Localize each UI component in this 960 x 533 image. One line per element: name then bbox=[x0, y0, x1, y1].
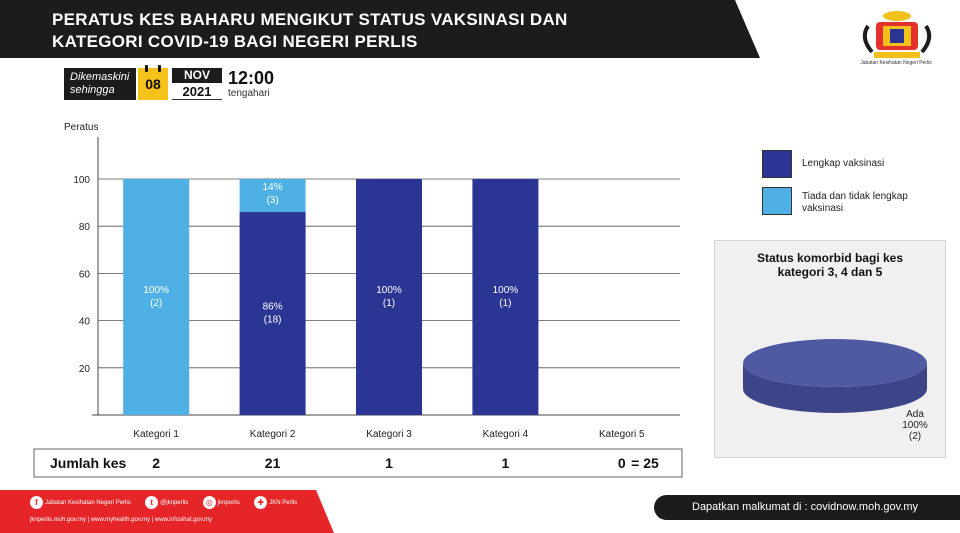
y-tick-label-20: 20 bbox=[79, 364, 91, 375]
website-links[interactable]: jknperlis.moh.gov.my | www.myhealth.gov.… bbox=[30, 517, 213, 523]
page-title-line1: PERATUS KES BAHARU MENGIKUT STATUS VAKSI… bbox=[52, 10, 568, 29]
pie-chart bbox=[743, 339, 927, 413]
calendar-month-year: NOV 2021 bbox=[172, 68, 222, 100]
bar-lengkap-3 bbox=[356, 179, 422, 415]
calendar-year: 2021 bbox=[172, 84, 222, 100]
social-facebook-link[interactable]: f Jabatan Kesihatan Negeri Perlis bbox=[30, 496, 131, 510]
totals-value-2: 21 bbox=[265, 455, 281, 471]
social-twitter-link[interactable]: t @jknperlis bbox=[145, 496, 188, 510]
legend-swatch-lengkap bbox=[762, 150, 792, 178]
y-tick-label-100: 100 bbox=[73, 175, 90, 186]
page-title-line2: KATEGORI COVID-19 BAGI NEGERI PERLIS bbox=[52, 32, 418, 51]
y-axis-title: Peratus bbox=[64, 122, 98, 133]
pie-slice-ada-side bbox=[743, 363, 927, 413]
totals-value-3: 1 bbox=[385, 455, 393, 471]
bar-tiada-2 bbox=[239, 179, 306, 213]
x-tick-label-3: Kategori 3 bbox=[366, 429, 412, 440]
x-tick-label-2: Kategori 2 bbox=[250, 429, 296, 440]
x-tick-label-1: Kategori 1 bbox=[133, 429, 179, 440]
y-tick-label-60: 60 bbox=[79, 269, 91, 280]
x-tick-label-4: Kategori 4 bbox=[483, 429, 529, 440]
totals-value-4: 1 bbox=[502, 455, 510, 471]
bar-value-label-tiada-1: 100% bbox=[143, 285, 169, 296]
totals-value-1: 2 bbox=[152, 455, 160, 471]
pie-slice-label: Ada 100% (2) bbox=[885, 409, 945, 442]
facebook-icon: f bbox=[30, 496, 43, 510]
pie-slice-name: Ada bbox=[906, 409, 924, 420]
logo-caption: Jabatan Kesihatan Negeri Perlis bbox=[860, 60, 932, 66]
social-jkn-app-link[interactable]: ✚ JKN Perlis bbox=[254, 496, 297, 510]
bar-lengkap-4 bbox=[472, 179, 539, 415]
footer-social-bar: f Jabatan Kesihatan Negeri Perlis t @jknpe… bbox=[0, 490, 334, 533]
totals-grand-total: = 25 bbox=[631, 455, 659, 471]
bar-count-label-lengkap-4: (1) bbox=[499, 298, 511, 309]
bar-value-label-lengkap-2: 86% bbox=[263, 302, 283, 313]
twitter-icon: t bbox=[145, 496, 159, 510]
info-source-banner[interactable]: Dapatkan malkumat di : covidnow.moh.gov.… bbox=[654, 495, 960, 520]
social-links-row: f Jabatan Kesihatan Negeri Perlis t @jknpe… bbox=[30, 494, 307, 510]
updated-time: 12:00 bbox=[228, 68, 275, 88]
totals-value-5: 0 bbox=[618, 455, 626, 471]
bar-tiada-1 bbox=[123, 179, 190, 415]
bar-value-label-lengkap-3: 100% bbox=[376, 285, 402, 296]
bar-count-label-tiada-1: (2) bbox=[150, 298, 162, 309]
calendar-day: 08 bbox=[138, 65, 168, 100]
totals-row-box bbox=[33, 448, 683, 478]
legend-label-lengkap: Lengkap vaksinasi bbox=[802, 158, 885, 169]
pie-slice-pct: 100% bbox=[902, 420, 928, 431]
comorbid-pie-panel: Status komorbid bagi kes kategori 3, 4 d… bbox=[714, 240, 946, 458]
pie-slice-ada bbox=[743, 339, 927, 387]
y-tick-label-40: 40 bbox=[79, 317, 91, 328]
y-tick-label-80: 80 bbox=[79, 222, 91, 233]
instagram-icon: ◎ bbox=[202, 496, 216, 510]
legend-label-tiada: Tiada dan tidak lengkap vaksinasi bbox=[802, 191, 908, 214]
calendar-month: NOV bbox=[172, 68, 222, 83]
jkn-app-icon: ✚ bbox=[254, 496, 268, 510]
pie-title: Status komorbid bagi kes kategori 3, 4 d… bbox=[756, 251, 904, 279]
bar-count-label-lengkap-2: (18) bbox=[264, 315, 282, 326]
x-tick-label-5: Kategori 5 bbox=[599, 429, 645, 440]
bar-value-label-lengkap-4: 100% bbox=[493, 285, 519, 296]
bar-value-label-tiada-2: 14% bbox=[263, 182, 283, 193]
coat-of-arms-logo bbox=[862, 11, 932, 58]
legend-swatch-tiada bbox=[762, 187, 792, 215]
bar-lengkap-2 bbox=[239, 212, 306, 415]
updated-label: Dikemaskini sehingga bbox=[64, 68, 136, 100]
bar-count-label-lengkap-3: (1) bbox=[383, 298, 395, 309]
pie-slice-count: (2) bbox=[908, 431, 922, 442]
bar-count-label-tiada-2: (3) bbox=[266, 195, 278, 206]
updated-period: tengahari bbox=[228, 88, 270, 99]
title-banner: PERATUS KES BAHARU MENGIKUT STATUS VAKSI… bbox=[0, 0, 760, 58]
totals-row-label: Jumlah kes bbox=[50, 455, 126, 471]
social-instagram-link[interactable]: ◎ jknperlis bbox=[202, 496, 240, 510]
